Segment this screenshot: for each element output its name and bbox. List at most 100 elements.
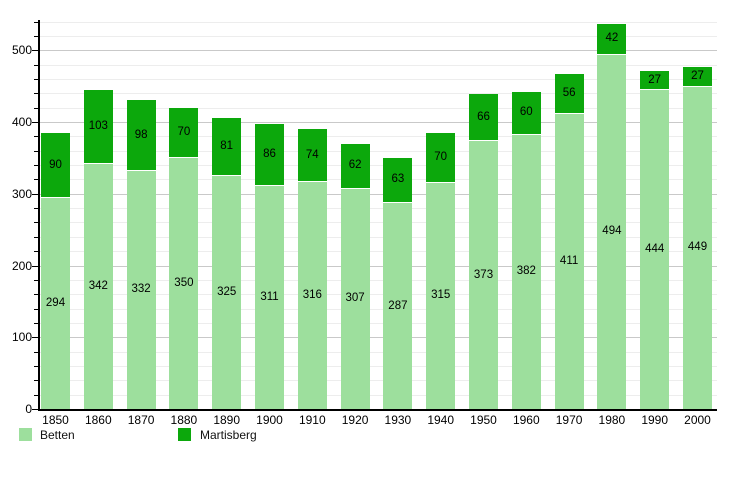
bar-segment-martisberg: 60 [511,91,541,134]
y-tick-minor [34,79,40,80]
x-axis-label: 1980 [598,413,626,427]
bar-segment-betten: 342 [83,163,113,409]
bar-segment-betten: 294 [41,198,70,409]
bar-value-label: 316 [302,289,322,302]
y-tick-minor [34,36,40,37]
bar-value-label: 86 [263,147,276,160]
x-axis-label: 1930 [384,413,412,427]
y-tick-minor [34,222,40,223]
bar-segment-martisberg: 62 [340,144,370,188]
bar-segment-martisberg: 98 [126,100,156,170]
bar-segment-martisberg: 70 [169,107,199,157]
y-tick-minor [34,237,40,238]
legend-swatch-martisberg [178,428,191,441]
gridline-minor [40,323,717,324]
y-tick-minor [34,208,40,209]
bar-segment-martisberg: 42 [597,24,627,54]
legend-label-martisberg: Martisberg [200,428,257,442]
gridline-minor [40,108,717,109]
bar-segment-martisberg: 86 [255,124,284,185]
y-tick-major [32,122,40,123]
gridline-minor [40,79,717,80]
bar-value-label: 98 [134,128,148,141]
x-axis-label: 1990 [641,413,669,427]
bar-value-label: 27 [648,73,662,86]
bar-segment-martisberg: 81 [212,117,242,175]
bar-value-label: 494 [602,225,622,238]
x-axis-label: 1900 [256,413,283,427]
bar-value-label: 444 [645,243,665,256]
bar-value-label: 63 [391,173,405,186]
y-tick-minor [34,366,40,367]
bar-value-label: 62 [348,159,362,172]
bar-value-label: 70 [434,150,448,163]
gridline-minor [40,36,717,37]
bar-segment-betten: 350 [169,157,199,409]
bar-segment-betten: 373 [469,141,498,409]
x-axis-label: 1960 [512,413,540,427]
bar-segment-martisberg: 63 [383,157,413,203]
bar-segment-betten: 449 [683,86,712,409]
gridline-minor [40,366,717,367]
gridline-minor [40,237,717,238]
y-axis-label: 400 [11,115,32,129]
gridline-minor [40,179,717,180]
y-tick-minor [34,294,40,295]
gridline-minor [40,136,717,137]
y-tick-minor [34,108,40,109]
bar-value-label: 56 [562,87,576,99]
gridline-minor [40,380,717,381]
y-tick-minor [34,309,40,310]
x-axis-label: 1910 [298,413,326,427]
bar-value-label: 81 [220,139,234,152]
bar-value-label: 27 [691,70,704,83]
gridline-minor [40,222,717,223]
bar-value-label: 342 [88,279,108,292]
bar-value-label: 373 [473,268,494,281]
bar-value-label: 449 [687,241,708,254]
bar-segment-betten: 307 [340,188,370,409]
y-tick-minor [34,165,40,166]
y-tick-major [32,337,40,338]
bar-value-label: 70 [177,125,191,138]
gridline-major [40,266,717,267]
x-axis-label: 1870 [127,413,155,427]
bar-value-label: 307 [345,292,365,305]
y-axis-line [38,20,40,411]
legend-label-betten: Betten [40,428,75,442]
bar-segment-betten: 315 [426,182,456,409]
y-tick-minor [34,380,40,381]
bar-segment-martisberg: 103 [83,89,113,163]
bar-segment-betten: 287 [383,203,413,409]
bar-segment-martisberg: 27 [640,71,670,90]
y-tick-minor [34,251,40,252]
bar-value-label: 382 [516,265,536,278]
y-tick-minor [34,280,40,281]
bar-segment-martisberg: 27 [683,67,712,86]
gridline-minor [40,65,717,66]
y-tick-minor [34,93,40,94]
y-tick-major [32,409,40,410]
y-tick-minor [34,136,40,137]
x-axis-label: 1950 [470,413,497,427]
gridline-minor [40,151,717,152]
x-axis-label: 1860 [84,413,112,427]
bar-value-label: 74 [305,148,319,161]
bar-segment-martisberg: 70 [426,132,456,182]
bar-value-label: 287 [388,299,408,312]
gridline-minor [40,395,717,396]
y-tick-minor [34,179,40,180]
gridline-major [40,122,717,123]
y-tick-minor [34,352,40,353]
plot-area: 294 90 1850 342 103 1860 332 98 1870 350 70 1880 325… [11,20,717,427]
y-axis-label: 0 [25,402,32,416]
bar-value-label: 42 [605,32,619,45]
gridline-minor [40,251,717,252]
y-axis-label: 300 [11,186,32,201]
bar-value-label: 315 [431,289,451,302]
x-axis-label: 2000 [684,413,711,427]
bar-segment-betten: 316 [297,182,327,409]
gridline-minor [40,309,717,310]
bar-segment-martisberg: 74 [297,129,327,182]
y-tick-minor [34,65,40,66]
